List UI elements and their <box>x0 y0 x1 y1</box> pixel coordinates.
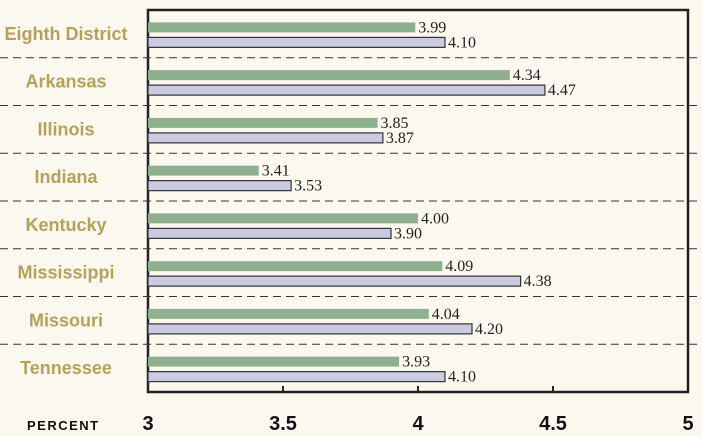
value-label: 3.53 <box>294 178 322 195</box>
bar-series-1 <box>148 261 443 272</box>
x-tick-label: 5 <box>682 413 693 435</box>
value-label: 3.90 <box>394 225 422 242</box>
value-label: 4.04 <box>432 306 460 323</box>
category-label: Eighth District <box>4 24 127 44</box>
x-tick-label: 4 <box>412 413 424 435</box>
value-label: 4.47 <box>548 82 576 99</box>
value-label: 3.85 <box>381 115 409 132</box>
bar-series-2 <box>147 132 384 144</box>
x-tick-label: 3.5 <box>269 413 297 435</box>
value-label: 4.00 <box>421 210 449 227</box>
bar-series-2 <box>147 84 546 96</box>
bar-series-1 <box>148 213 418 224</box>
category-label: Missouri <box>29 310 103 330</box>
bar-series-2 <box>147 180 292 192</box>
category-label: Tennessee <box>20 358 112 378</box>
category-label: Kentucky <box>25 215 106 235</box>
bar-series-2 <box>147 36 446 48</box>
bar-series-1 <box>148 308 429 319</box>
bar-series-2 <box>147 227 392 239</box>
bar-series-1 <box>148 165 259 176</box>
bar-series-1 <box>148 70 510 81</box>
value-label: 3.99 <box>418 19 446 36</box>
value-label: 3.87 <box>386 130 414 147</box>
bar-series-2 <box>147 371 446 383</box>
category-separators <box>0 57 702 345</box>
value-label: 3.41 <box>262 163 290 180</box>
bar-series-1 <box>148 22 416 33</box>
value-label: 4.09 <box>445 258 473 275</box>
bar-series-2 <box>147 275 522 287</box>
category-label: Mississippi <box>17 263 114 283</box>
value-label: 4.20 <box>475 321 503 338</box>
bar-series-1 <box>148 117 378 128</box>
category-label: Arkansas <box>25 72 106 92</box>
category-labels: Eighth District Arkansas Illinois Indiana Ke… <box>4 24 127 378</box>
x-axis-ticks: 3 3.5 4 4.5 5 <box>142 386 694 435</box>
value-labels: 3.994.104.344.473.853.873.413.534.003.90… <box>262 19 576 385</box>
value-label: 4.38 <box>524 273 552 290</box>
bars <box>147 22 546 383</box>
x-axis-unit-label: PERCENT <box>27 418 100 433</box>
category-label: Illinois <box>37 119 94 139</box>
bar-series-1 <box>148 356 400 367</box>
value-label: 4.10 <box>448 34 476 51</box>
bar-series-2 <box>147 323 473 335</box>
value-label: 4.34 <box>513 67 541 84</box>
x-tick-label: 4.5 <box>539 413 567 435</box>
x-tick-label: 3 <box>142 413 153 435</box>
value-label: 3.93 <box>402 354 430 371</box>
category-label: Indiana <box>34 167 98 187</box>
value-label: 4.10 <box>448 369 476 386</box>
